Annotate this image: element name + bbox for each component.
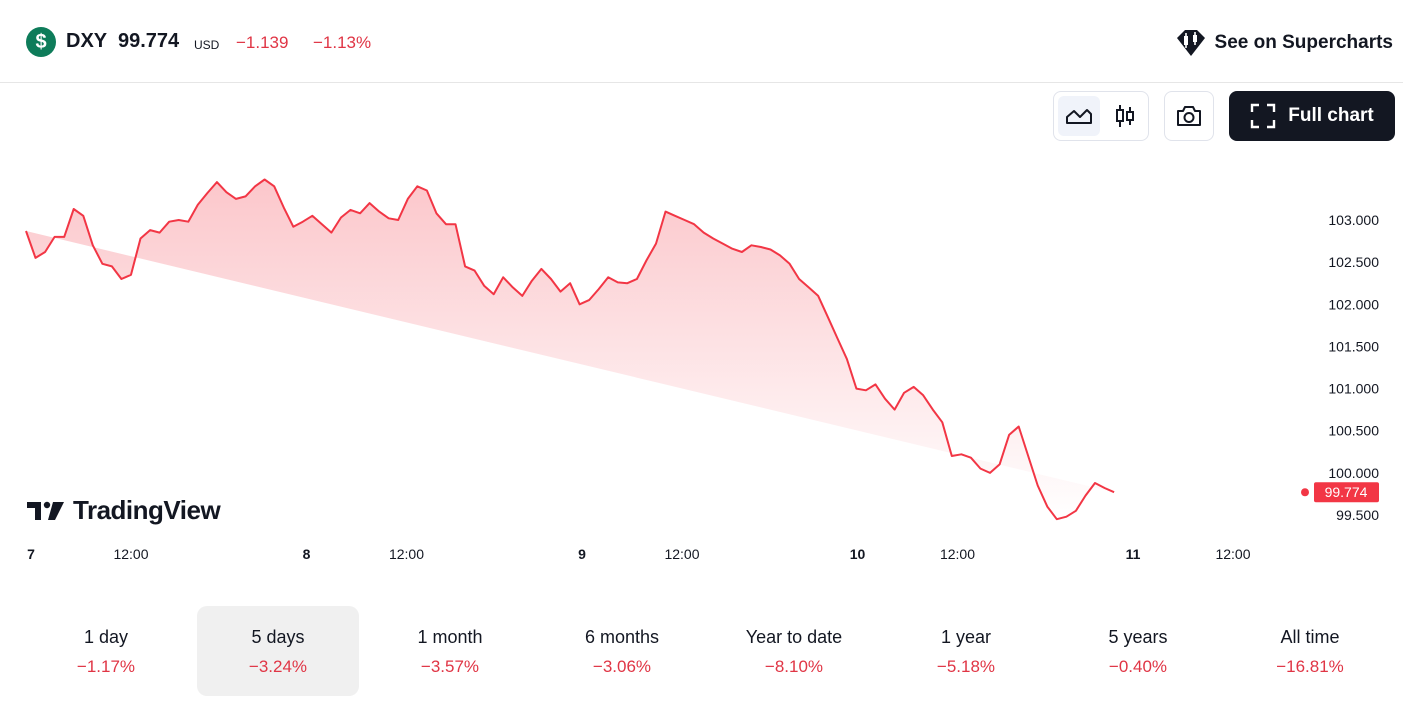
price-tick-label: 100.500 bbox=[1328, 423, 1379, 439]
time-tick-label: 12:00 bbox=[113, 546, 148, 562]
tradingview-logo-text: TradingView bbox=[73, 495, 221, 525]
period-change: −5.18% bbox=[936, 657, 996, 676]
price-tick-label: 103.000 bbox=[1328, 212, 1379, 228]
symbol-header: $ DXY 99.774 USD −1.139 −1.13% See on Su… bbox=[0, 0, 1403, 83]
period-label: 5 years bbox=[1108, 627, 1168, 647]
period-tab[interactable]: Year to date −8.10% bbox=[713, 606, 875, 696]
period-tab[interactable]: 5 days −3.24% bbox=[197, 606, 359, 696]
price-tick-label: 102.000 bbox=[1328, 296, 1379, 312]
area-chart-icon bbox=[1066, 109, 1092, 124]
last-price: 99.774 bbox=[118, 30, 180, 52]
date-tick-label: 9 bbox=[578, 546, 586, 562]
date-tick-label: 8 bbox=[303, 546, 311, 562]
price-chart[interactable]: 103.000 102.500 102.000 101.500 101.000 100.5… bbox=[0, 150, 1403, 570]
see-on-supercharts-link[interactable]: See on Supercharts bbox=[1175, 28, 1393, 58]
snapshot-button[interactable] bbox=[1164, 91, 1214, 141]
full-chart-button[interactable]: Full chart bbox=[1229, 91, 1395, 141]
date-tick-label: 11 bbox=[1126, 546, 1141, 562]
period-label: 5 days bbox=[251, 627, 305, 647]
period-label: 6 months bbox=[584, 627, 660, 647]
period-tab[interactable]: All time −16.81% bbox=[1229, 606, 1391, 696]
period-selector: 1 day −1.17% 5 days −3.24% 1 month −3.57% 6 mo… bbox=[25, 606, 1395, 698]
see-on-supercharts-label: See on Supercharts bbox=[1214, 32, 1393, 53]
candlestick-icon bbox=[1116, 105, 1134, 127]
camera-icon bbox=[1177, 106, 1201, 126]
fullscreen-icon bbox=[1251, 103, 1276, 129]
last-price-marker: 99.774 bbox=[1301, 482, 1379, 503]
period-tab[interactable]: 1 day −1.17% bbox=[25, 606, 187, 696]
last-price-badge bbox=[1314, 482, 1379, 503]
period-change: −0.40% bbox=[1108, 657, 1168, 676]
price-change: −1.139 bbox=[236, 33, 289, 52]
period-tab[interactable]: 1 month −3.57% bbox=[369, 606, 531, 696]
period-tab[interactable]: 1 year −5.18% bbox=[885, 606, 1047, 696]
time-tick-label: 12:00 bbox=[940, 546, 975, 562]
time-axis[interactable]: 7 12:00 8 12:00 9 12:00 10 12:00 11 12:00 bbox=[27, 546, 1251, 562]
price-axis[interactable]: 103.000 102.500 102.000 101.500 101.000 100.5… bbox=[1328, 212, 1379, 523]
tradingview-logo[interactable]: TradingView bbox=[27, 495, 221, 526]
price-change-percent: −1.13% bbox=[313, 33, 372, 52]
price-line bbox=[25, 178, 1115, 521]
price-tick-label: 99.500 bbox=[1336, 507, 1379, 523]
period-label: 1 month bbox=[417, 627, 483, 647]
period-label: 1 day bbox=[83, 627, 129, 647]
tradingview-logo-icon bbox=[27, 501, 64, 520]
area-layer bbox=[26, 179, 1115, 520]
diamond-candles-icon bbox=[1176, 30, 1205, 56]
currency-label: USD bbox=[194, 38, 220, 52]
time-tick-label: 12:00 bbox=[1215, 546, 1250, 562]
price-tick-label: 101.500 bbox=[1328, 338, 1379, 354]
period-tab[interactable]: 6 months −3.06% bbox=[541, 606, 703, 696]
price-tick-label: 101.000 bbox=[1328, 381, 1379, 397]
symbol-name[interactable]: DXY bbox=[66, 30, 108, 52]
date-tick-label: 10 bbox=[850, 546, 866, 562]
period-change: −3.24% bbox=[248, 657, 308, 676]
area-chart-button[interactable] bbox=[1058, 96, 1100, 136]
period-change: −3.57% bbox=[420, 657, 480, 676]
candlestick-chart-button[interactable] bbox=[1104, 96, 1146, 136]
period-change: −3.06% bbox=[592, 657, 652, 676]
period-label: All time bbox=[1280, 627, 1340, 647]
period-change: −8.10% bbox=[764, 657, 824, 676]
period-label: Year to date bbox=[745, 627, 843, 647]
time-tick-label: 12:00 bbox=[664, 546, 699, 562]
line-layer bbox=[25, 178, 1115, 521]
chart-type-switcher bbox=[1053, 91, 1149, 141]
price-tick-label: 100.000 bbox=[1328, 465, 1379, 481]
period-label: 1 year bbox=[940, 627, 992, 647]
dollar-icon: $ bbox=[26, 27, 56, 57]
last-price-dot bbox=[1301, 488, 1309, 497]
price-area bbox=[26, 179, 1115, 520]
date-tick-label: 7 bbox=[27, 546, 35, 562]
period-change: −1.17% bbox=[76, 657, 136, 676]
price-tick-label: 102.500 bbox=[1328, 254, 1379, 270]
period-tab[interactable]: 5 years −0.40% bbox=[1057, 606, 1219, 696]
period-change: −16.81% bbox=[1276, 657, 1344, 676]
full-chart-label: Full chart bbox=[1288, 105, 1374, 126]
time-tick-label: 12:00 bbox=[389, 546, 424, 562]
last-price-label: 99.774 bbox=[1325, 484, 1368, 500]
